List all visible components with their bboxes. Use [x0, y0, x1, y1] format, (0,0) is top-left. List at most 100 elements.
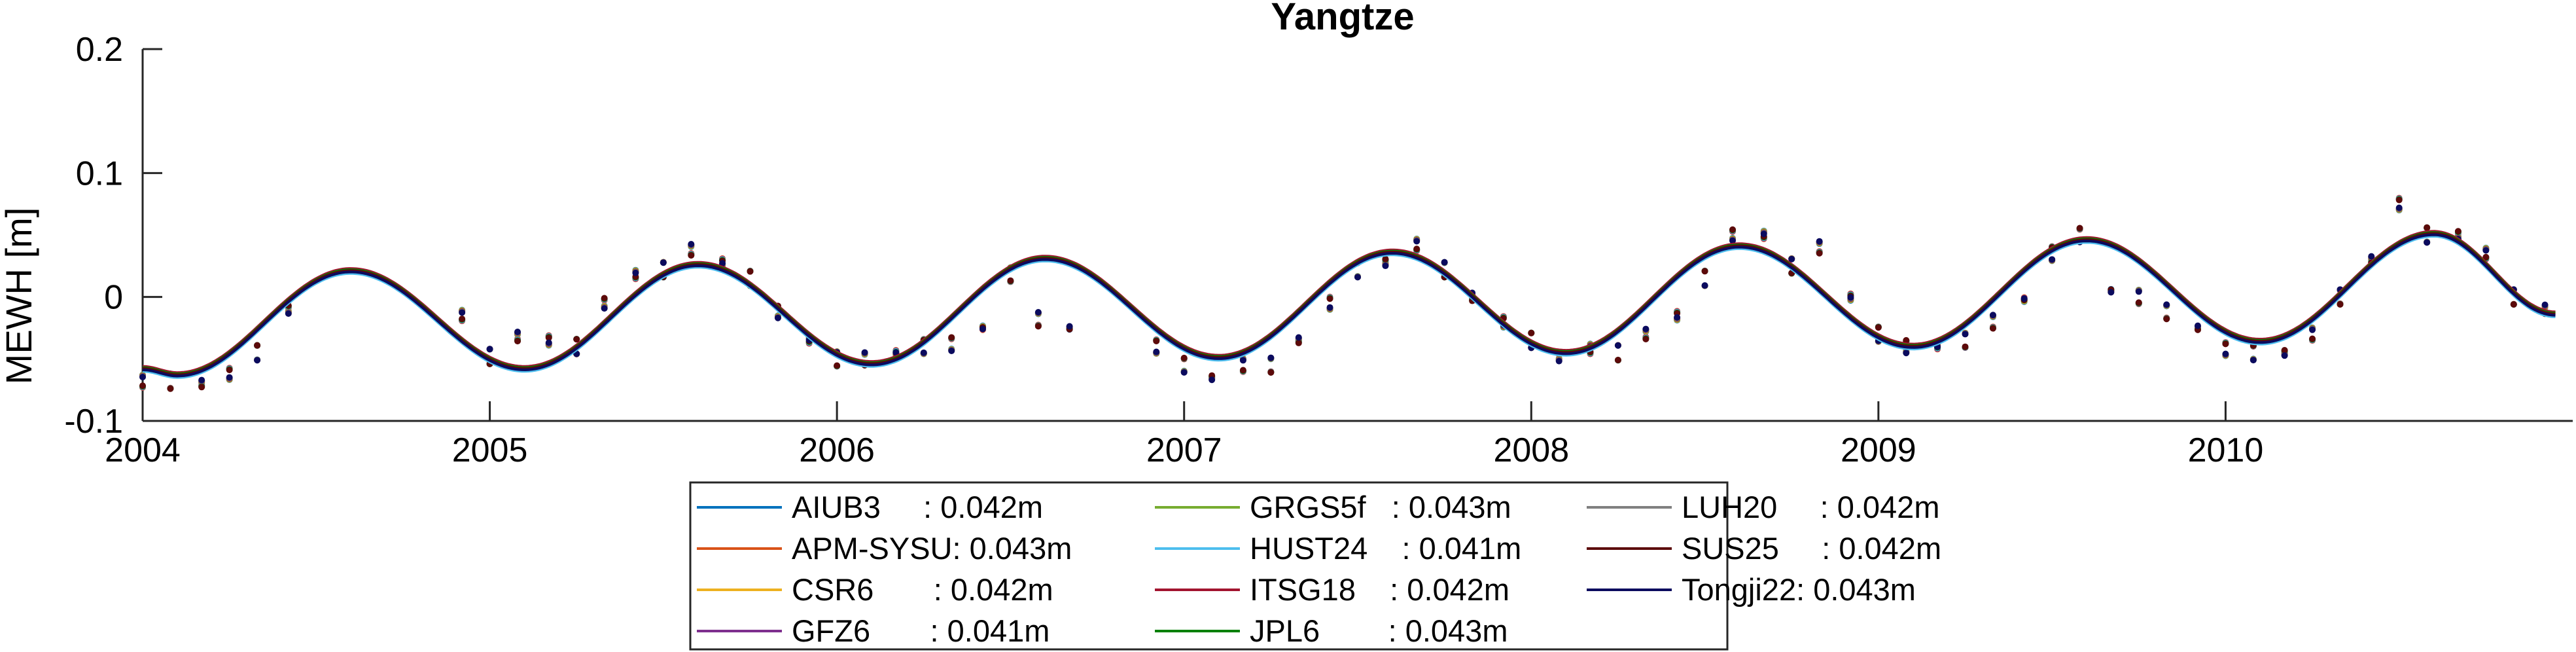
series-line-itsg18	[142, 230, 2556, 374]
observation-point	[2454, 228, 2461, 235]
observation-point	[1413, 238, 1420, 245]
legend-entry: GFZ6 : 0.041m	[792, 613, 1050, 648]
observation-point	[459, 309, 466, 316]
observation-point	[139, 373, 146, 380]
observation-point	[1903, 336, 1910, 344]
observation-point	[545, 334, 552, 341]
observation-point	[948, 334, 955, 341]
legend-entry: ITSG18 : 0.042m	[1250, 572, 1509, 607]
observation-point	[1034, 323, 1042, 330]
observation-point	[1239, 367, 1246, 374]
observation-point	[2541, 301, 2549, 308]
legend-entry: SUS25 : 0.042m	[1682, 531, 1941, 566]
observation-point	[1729, 226, 1737, 233]
observation-point	[2368, 253, 2375, 260]
observation-point	[1816, 249, 1823, 257]
observation-point	[1816, 238, 1823, 245]
observation-point	[2222, 340, 2229, 348]
observation-point	[1989, 325, 1996, 332]
observation-point	[1413, 245, 1420, 253]
observation-point	[1642, 325, 1650, 333]
observation-point	[1788, 255, 1795, 263]
observation-point	[1382, 255, 1389, 263]
observation-point	[1614, 342, 1621, 349]
y-tick-label: 0.1	[76, 154, 123, 192]
observation-point	[545, 339, 552, 346]
series-line-aiub3	[142, 232, 2556, 376]
observation-point	[601, 305, 608, 312]
observation-point	[139, 382, 146, 389]
observation-point	[1642, 335, 1650, 342]
observation-point	[688, 252, 695, 259]
legend-entry: GRGS5f : 0.043m	[1250, 490, 1511, 524]
observation-point	[1295, 339, 1302, 346]
observation-point	[1239, 357, 1246, 364]
legend-entry: AIUB3 : 0.042m	[792, 490, 1043, 524]
observation-point	[226, 367, 233, 374]
observation-point	[486, 346, 493, 353]
observation-point	[2281, 352, 2288, 359]
observation-point	[514, 338, 521, 345]
observation-point	[1674, 314, 1681, 321]
observation-point	[948, 347, 955, 354]
observation-point	[1180, 354, 1188, 361]
legend-entry: JPL6 : 0.043m	[1250, 613, 1508, 648]
axes	[141, 48, 2573, 422]
observation-point	[632, 269, 639, 276]
observation-point	[1989, 312, 1996, 319]
observation-point	[2135, 299, 2142, 306]
observation-point	[1847, 294, 1854, 301]
y-tick-label: 0.2	[76, 31, 123, 69]
observation-point	[1153, 348, 1160, 355]
series-line-tongji22	[142, 233, 2556, 378]
tick-labels: -0.1 0 0.1 0.2 2004 2005 2006 2007 2008 2009 2010	[64, 31, 2263, 469]
legend-entry: Tongji22: 0.043m	[1682, 572, 1916, 607]
x-tick-label: 2004	[105, 431, 181, 469]
observation-point	[2108, 289, 2115, 296]
observation-point	[1760, 230, 1767, 238]
observation-point	[660, 259, 667, 266]
observation-point	[892, 349, 900, 356]
series-line-apm-sysu	[142, 231, 2556, 376]
observation-point	[2076, 225, 2083, 232]
observation-point	[979, 325, 986, 333]
legend-box	[689, 481, 1729, 651]
x-tick-label: 2005	[452, 431, 528, 469]
observation-point	[167, 385, 174, 392]
observation-point	[1875, 324, 1882, 331]
observation-point	[1326, 295, 1333, 302]
observation-point	[254, 357, 261, 364]
series-line-sus25	[142, 232, 2556, 376]
observation-point	[285, 310, 292, 317]
x-tick-label: 2007	[1146, 431, 1222, 469]
observation-point	[1267, 369, 1275, 376]
legend: AIUB3 : 0.042m APM-SYSU: 0.043m CSR6 : 0.0…	[689, 481, 1941, 651]
observation-point	[226, 374, 233, 381]
observation-point	[920, 349, 927, 356]
observation-point	[1034, 309, 1042, 316]
series-line-grgs5f	[142, 230, 2556, 375]
observation-point	[1614, 357, 1621, 364]
observation-point	[2482, 247, 2490, 254]
observation-point	[1295, 334, 1302, 341]
observation-point	[834, 362, 841, 369]
observation-point	[2424, 239, 2431, 246]
observation-point	[1962, 331, 1969, 338]
observation-point	[2309, 335, 2316, 342]
observation-point	[2163, 316, 2170, 323]
observation-point	[1066, 323, 1073, 330]
observation-point	[1962, 343, 1969, 350]
observation-point	[254, 342, 261, 349]
series-curves	[142, 230, 2556, 379]
observation-point	[2049, 256, 2056, 263]
observation-point	[1267, 354, 1275, 361]
observation-point	[601, 295, 608, 302]
observation-point	[719, 260, 726, 267]
observation-point	[2482, 253, 2490, 261]
observation-point	[1209, 376, 1216, 384]
observation-point	[2395, 204, 2403, 211]
observation-point	[2424, 224, 2431, 231]
observation-point	[1528, 329, 1535, 336]
observation-point	[459, 316, 466, 323]
observation-point	[2281, 347, 2288, 354]
